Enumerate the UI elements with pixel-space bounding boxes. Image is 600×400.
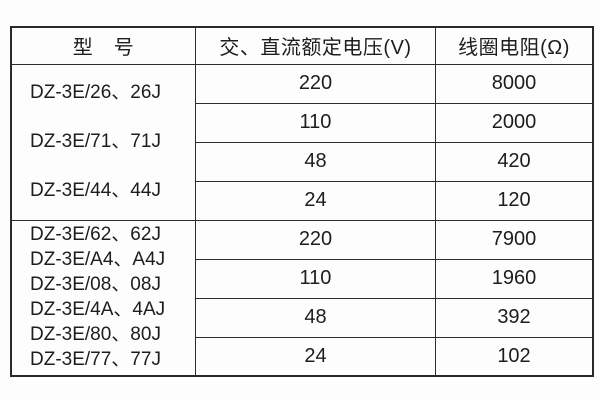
model-name: DZ-3E/26、26J — [30, 82, 161, 104]
voltage-value: 48 — [195, 297, 436, 338]
resistance-value: 8000 — [435, 63, 594, 104]
col-header-model: 型 号 — [10, 26, 196, 65]
model-name: DZ-3E/77、77J — [30, 349, 161, 371]
resistance-value: 120 — [435, 180, 594, 221]
resistance-value: 392 — [435, 297, 594, 338]
model-group-2-lines: DZ-3E/62、62J DZ-3E/A4、A4J DZ-3E/08、08J D… — [12, 223, 195, 373]
model-name: DZ-3E/62、62J — [30, 224, 161, 246]
relay-spec-table: 型 号 交、直流额定电压(V) 线圈电阻(Ω) DZ-3E/26、26J DZ-… — [10, 26, 594, 377]
voltage-value: 110 — [195, 102, 436, 143]
voltage-value: 24 — [195, 336, 436, 377]
col-header-resistance: 线圈电阻(Ω) — [435, 26, 594, 65]
table-row: DZ-3E/62、62J DZ-3E/A4、A4J DZ-3E/08、08J D… — [10, 219, 594, 377]
model-name: DZ-3E/A4、A4J — [30, 249, 166, 271]
voltage-value: 220 — [195, 219, 436, 260]
model-group-1-cell: DZ-3E/26、26J DZ-3E/71、71J DZ-3E/44、44J — [10, 63, 196, 221]
table-row: 48 392 — [11, 297, 594, 338]
table-row: 24 120 — [11, 180, 594, 221]
header-row: 型 号 交、直流额定电压(V) 线圈电阻(Ω) — [10, 26, 594, 65]
col-header-voltage: 交、直流额定电压(V) — [195, 26, 436, 65]
voltage-value: 110 — [195, 258, 436, 299]
model-group-1-lines: DZ-3E/26、26J DZ-3E/71、71J DZ-3E/44、44J — [12, 69, 195, 215]
model-name: DZ-3E/08、08J — [30, 274, 161, 296]
voltage-value: 220 — [195, 63, 436, 104]
resistance-value: 1960 — [435, 258, 594, 299]
resistance-value: 2000 — [435, 102, 594, 143]
resistance-value: 420 — [435, 141, 594, 182]
voltage-value: 48 — [195, 141, 436, 182]
resistance-value: 7900 — [435, 219, 594, 260]
table-row: 24 102 — [11, 336, 594, 377]
model-name: DZ-3E/4A、4AJ — [30, 299, 166, 321]
voltage-value: 24 — [195, 180, 436, 221]
table-row: 110 2000 — [11, 102, 594, 143]
table-row: 48 420 — [11, 141, 594, 182]
model-name: DZ-3E/71、71J — [30, 131, 161, 153]
table-row: DZ-3E/26、26J DZ-3E/71、71J DZ-3E/44、44J 2… — [10, 63, 594, 221]
model-group-2-cell: DZ-3E/62、62J DZ-3E/A4、A4J DZ-3E/08、08J D… — [10, 219, 196, 377]
model-name: DZ-3E/80、80J — [30, 324, 161, 346]
model-name: DZ-3E/44、44J — [30, 179, 161, 201]
table-row: 110 1960 — [11, 258, 594, 299]
spec-table-container: 型 号 交、直流额定电压(V) 线圈电阻(Ω) DZ-3E/26、26J DZ-… — [10, 26, 594, 377]
resistance-value: 102 — [435, 336, 594, 377]
